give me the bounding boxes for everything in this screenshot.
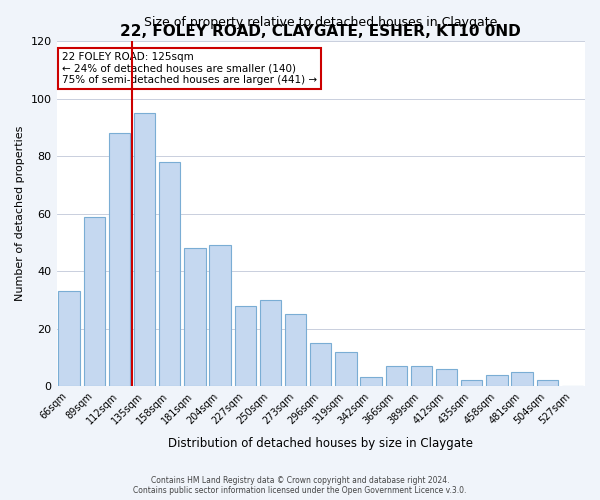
Text: Size of property relative to detached houses in Claygate: Size of property relative to detached ho… [144,16,497,30]
Bar [386,366,407,386]
Bar [209,246,231,386]
Bar [361,378,382,386]
Bar [511,372,533,386]
Bar [536,380,558,386]
X-axis label: Distribution of detached houses by size in Claygate: Distribution of detached houses by size … [168,437,473,450]
Title: 22, FOLEY ROAD, CLAYGATE, ESHER, KT10 0ND: 22, FOLEY ROAD, CLAYGATE, ESHER, KT10 0N… [121,24,521,39]
Bar [159,162,181,386]
Text: 22 FOLEY ROAD: 125sqm
← 24% of detached houses are smaller (140)
75% of semi-det: 22 FOLEY ROAD: 125sqm ← 24% of detached … [62,52,317,85]
Bar [260,300,281,386]
Y-axis label: Number of detached properties: Number of detached properties [15,126,25,302]
Bar [184,248,206,386]
Bar [134,114,155,386]
Bar [411,366,432,386]
Bar [235,306,256,386]
Bar [436,369,457,386]
Bar [58,292,80,386]
Bar [285,314,307,386]
Bar [83,216,105,386]
Text: Contains HM Land Registry data © Crown copyright and database right 2024.
Contai: Contains HM Land Registry data © Crown c… [133,476,467,495]
Bar [486,374,508,386]
Bar [109,134,130,386]
Bar [310,343,331,386]
Bar [335,352,356,386]
Bar [461,380,482,386]
